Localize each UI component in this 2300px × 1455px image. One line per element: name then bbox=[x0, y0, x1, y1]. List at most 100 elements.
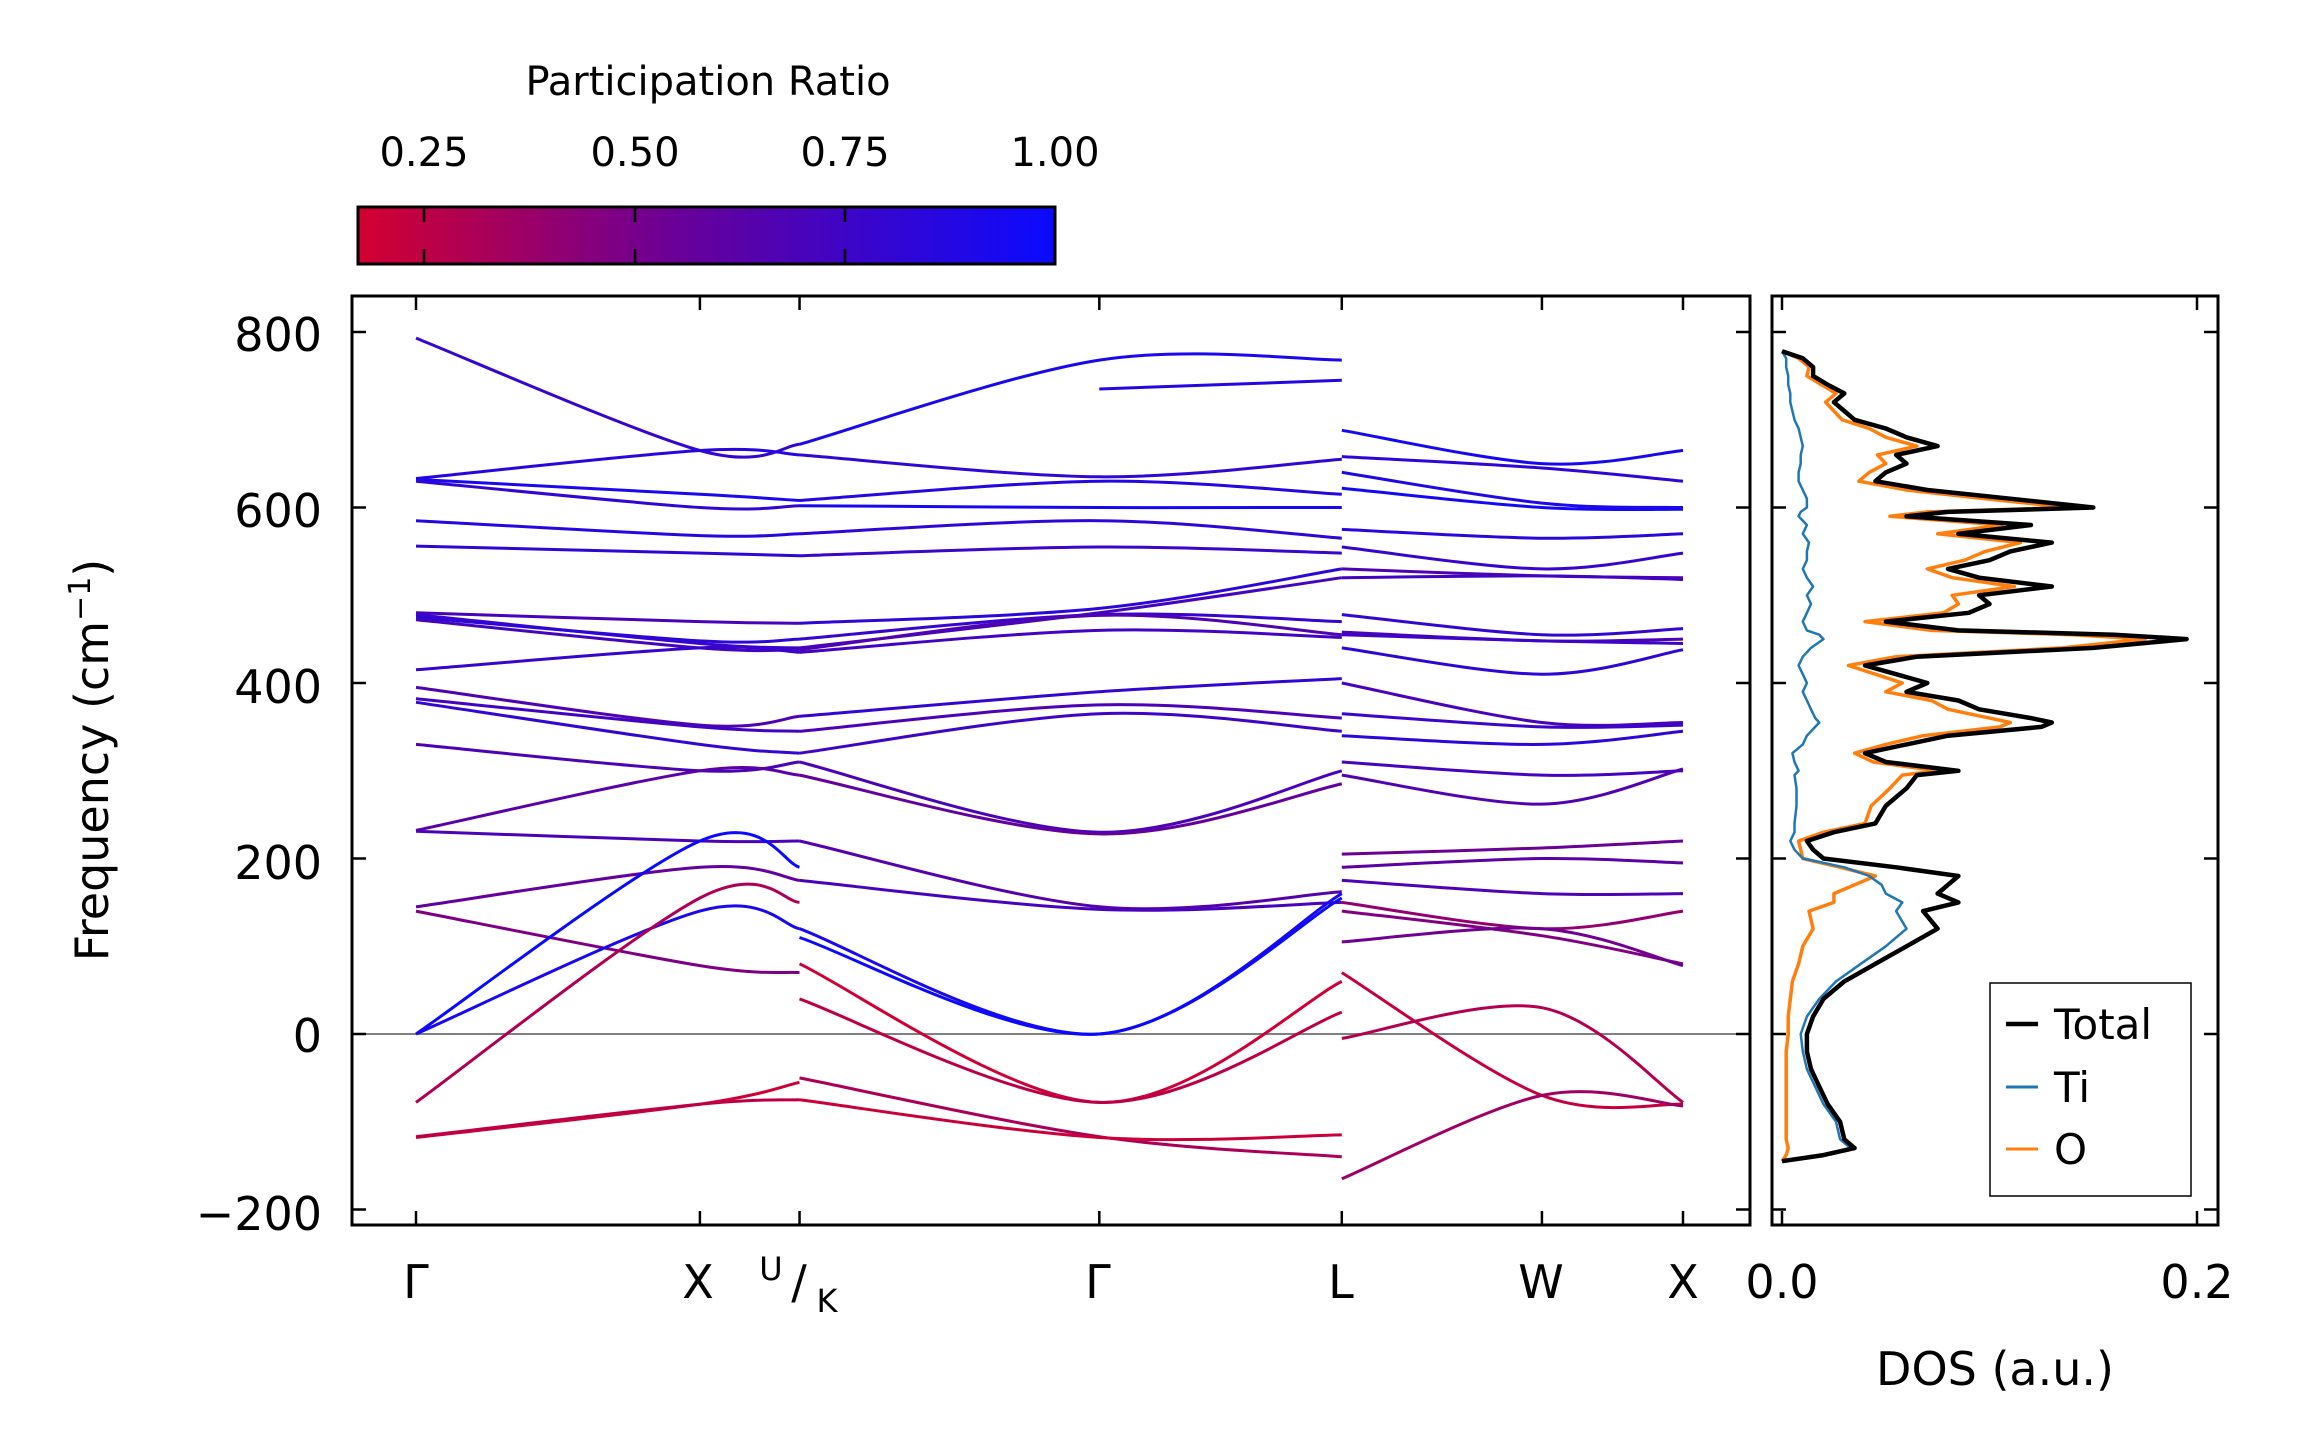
phonon-band-line bbox=[1341, 760, 1684, 777]
kpoint-label-gamma: Γ bbox=[403, 1255, 429, 1309]
phonon-band-line bbox=[415, 615, 800, 644]
phonon-band-line bbox=[799, 545, 1342, 558]
phonon-band-line bbox=[799, 892, 1343, 1036]
phonon-band-line bbox=[1341, 646, 1684, 676]
phonon-band-line bbox=[799, 878, 1342, 912]
phonon-band-line bbox=[415, 765, 800, 832]
phonon-band-line bbox=[1341, 574, 1684, 581]
phonon-band-line bbox=[1341, 712, 1684, 729]
phonon-band-line bbox=[1341, 1004, 1684, 1104]
phonon-band-line bbox=[799, 773, 1343, 836]
phonon-band-line bbox=[1341, 486, 1684, 512]
dos-line-ti bbox=[1780, 350, 1908, 1163]
phonon-band-line bbox=[1341, 681, 1684, 727]
phonon-band-line bbox=[415, 447, 800, 480]
colorbar-bar bbox=[356, 205, 1057, 266]
y-tick-label: 800 bbox=[234, 308, 322, 362]
phonon-band-line bbox=[1341, 926, 1684, 968]
phonon-band-line bbox=[415, 613, 800, 650]
phonon-band-line bbox=[1341, 971, 1684, 1110]
legend-label-ti: Ti bbox=[2053, 1063, 2090, 1112]
phonon-band-line bbox=[415, 742, 800, 773]
phonon-band-line bbox=[415, 611, 800, 625]
phonon-band-line bbox=[799, 703, 1342, 733]
dos-frame bbox=[1770, 294, 2220, 1227]
phonon-band-line bbox=[415, 829, 800, 844]
phonon-band-line bbox=[1341, 878, 1684, 897]
phonon-band-line bbox=[799, 711, 1342, 755]
kpoint-label-l: L bbox=[1328, 1255, 1354, 1309]
band-lines bbox=[415, 336, 1684, 1181]
legend-label-total: Total bbox=[2053, 1000, 2152, 1049]
phonon-band-line bbox=[799, 567, 1343, 625]
phonon-band-line bbox=[415, 865, 800, 909]
phonon-band-line bbox=[799, 760, 1343, 834]
phonon-band-line bbox=[415, 697, 800, 733]
colorbar-tick-label: 1.00 bbox=[1010, 130, 1099, 176]
phonon-band-line bbox=[799, 997, 1343, 1104]
y-tick-label: −200 bbox=[196, 1187, 322, 1241]
legend-label-o: O bbox=[2054, 1125, 2087, 1174]
phonon-band-line bbox=[415, 904, 800, 1036]
kpoint-label-u-k: U / K bbox=[759, 1250, 838, 1320]
phonon-band-line bbox=[1341, 428, 1684, 466]
colorbar-tick-label: 0.50 bbox=[590, 130, 679, 176]
dos-panel: 0.0 0.2 DOS (a.u.) Total Ti O bbox=[1745, 294, 2234, 1396]
phonon-band-line bbox=[1341, 545, 1684, 571]
phonon-band-line bbox=[1099, 378, 1342, 391]
band-y-ticks bbox=[352, 330, 1750, 1211]
phonon-band-line bbox=[1341, 767, 1684, 806]
phonon-band-line bbox=[1341, 856, 1684, 869]
legend: Total Ti O bbox=[1989, 982, 2192, 1197]
colorbar-title: Participation Ratio bbox=[525, 59, 890, 105]
phonon-band-line bbox=[799, 1076, 1342, 1159]
phonon-band-line bbox=[799, 479, 1342, 502]
phonon-band-line bbox=[799, 677, 1342, 718]
phonon-band-line bbox=[1341, 909, 1684, 966]
phonon-band-line bbox=[799, 896, 1343, 1036]
phonon-band-line bbox=[1341, 839, 1684, 856]
phonon-band-line bbox=[415, 831, 801, 1036]
phonon-band-line bbox=[799, 352, 1342, 446]
y-tick-label: 0 bbox=[293, 1009, 322, 1063]
phonon-band-line bbox=[415, 477, 800, 502]
phonon-band-line bbox=[415, 336, 800, 459]
phonon-band-line bbox=[1341, 527, 1684, 540]
y-tick-label: 200 bbox=[234, 836, 322, 890]
phonon-band-line bbox=[415, 909, 800, 975]
dos-ticks bbox=[1772, 296, 2218, 1225]
kpoint-label-gamma: Γ bbox=[1085, 1255, 1111, 1309]
kpoint-label-x: X bbox=[682, 1255, 714, 1309]
phonon-band-line bbox=[415, 544, 800, 558]
phonon-band-line bbox=[415, 519, 800, 538]
band-frame bbox=[350, 294, 1752, 1227]
dos-x-tick-label: 0.2 bbox=[2160, 1255, 2233, 1309]
kpoint-label-x: X bbox=[1667, 1255, 1699, 1309]
band-x-ticks bbox=[414, 296, 1685, 1225]
dos-line-total bbox=[1781, 349, 2189, 1164]
phonon-band-line bbox=[1341, 1090, 1684, 1181]
phonon-band-line bbox=[1341, 613, 1684, 637]
phonon-band-line bbox=[415, 685, 800, 728]
phonon-band-line bbox=[415, 645, 800, 672]
legend-box bbox=[1989, 982, 2192, 1197]
colorbar-tick-label: 0.75 bbox=[800, 130, 889, 176]
phonon-band-line bbox=[1341, 470, 1684, 509]
phonon-band-line bbox=[799, 839, 1342, 911]
colorbar-ticks bbox=[422, 207, 847, 264]
band-panel: 800 600 400 200 0 −200 Frequency (cm−1) … bbox=[63, 294, 1752, 1320]
phonon-band-line bbox=[799, 504, 1342, 510]
phonon-band-line bbox=[415, 700, 800, 755]
phonon-band-line bbox=[415, 1098, 800, 1139]
y-tick-label: 400 bbox=[234, 660, 322, 714]
kpoint-label-k: K bbox=[817, 1282, 839, 1320]
phonon-band-line bbox=[1341, 633, 1684, 645]
dos-lines bbox=[1780, 349, 2189, 1164]
phonon-band-line bbox=[799, 628, 1342, 654]
phonon-band-line bbox=[1341, 455, 1684, 483]
kpoint-label-w: W bbox=[1518, 1255, 1563, 1309]
phonon-band-line bbox=[799, 1098, 1342, 1142]
colorbar: Participation Ratio 0.25 0.50 0.75 1.00 bbox=[356, 59, 1100, 266]
y-tick-label: 600 bbox=[234, 484, 322, 538]
